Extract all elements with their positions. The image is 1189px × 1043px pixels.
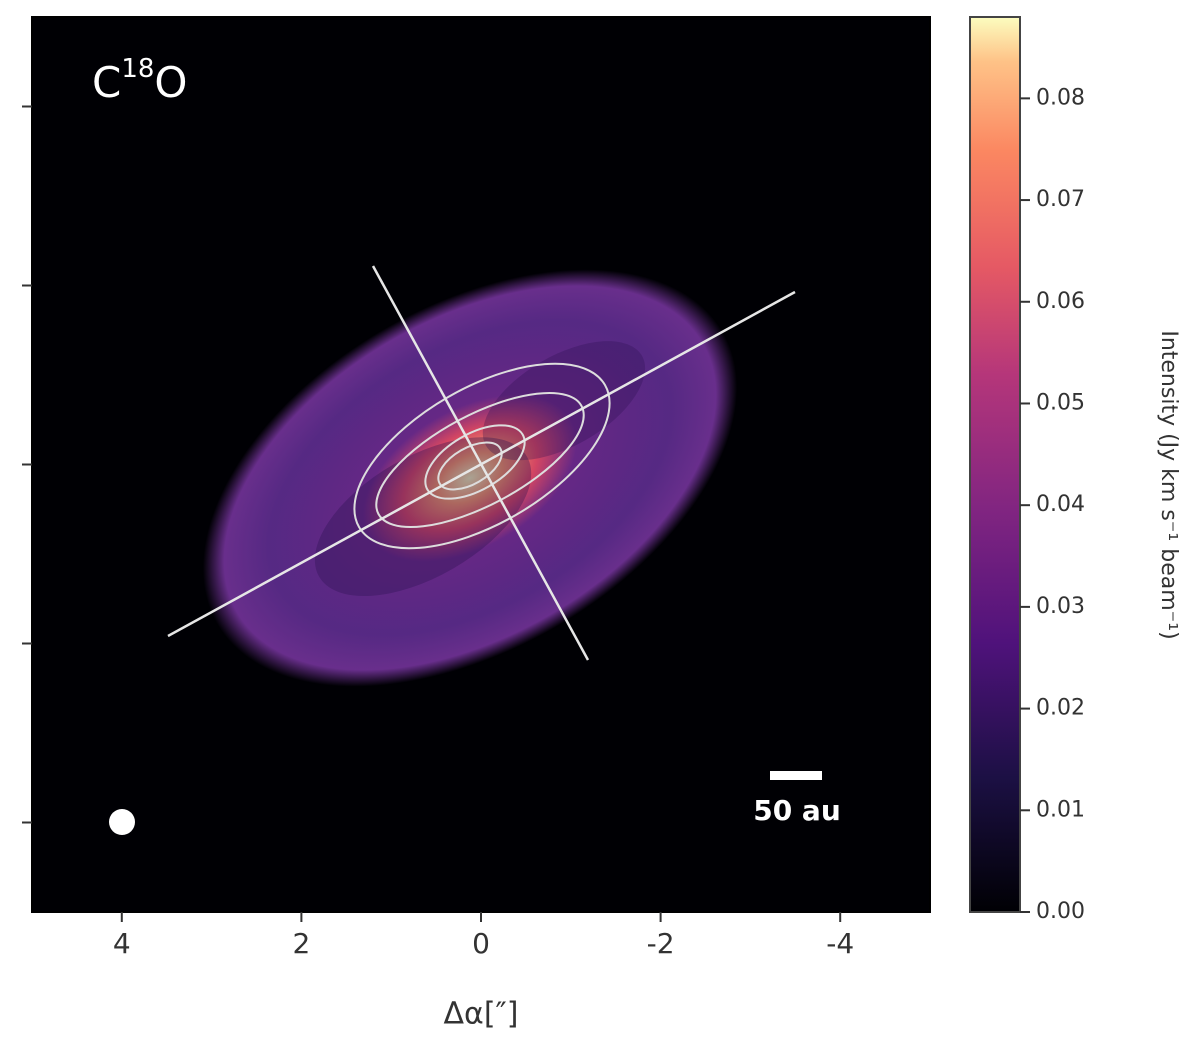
colorbar-tick-label: 0.08: [1036, 85, 1085, 110]
x-tick-label: 4: [113, 927, 131, 960]
x-tick-label: -4: [826, 927, 854, 960]
colorbar-tick-label: 0.02: [1036, 696, 1085, 721]
colorbar-tick-label: 0.05: [1036, 390, 1085, 415]
cut-lines: [167, 265, 796, 661]
colorbar: [969, 16, 1021, 913]
beam: [109, 809, 135, 835]
scale-bar: [770, 771, 822, 780]
colorbar-tick-label: 0.07: [1036, 187, 1085, 212]
colorbar-tick-label: 0.06: [1036, 289, 1085, 314]
x-axis-label: Δα[″]: [444, 997, 519, 1032]
x-tick-label: -2: [647, 927, 675, 960]
colorbar-tick-label: 0.04: [1036, 492, 1085, 517]
colorbar-tick-label: 0.03: [1036, 594, 1085, 619]
scale-bar-label: 50 au: [753, 794, 841, 827]
disk-emission: [202, 269, 738, 687]
colorbar-label: Intensity (Jy km s⁻¹ beam⁻¹): [1156, 330, 1181, 639]
colorbar-tick-label: 0.00: [1036, 899, 1085, 924]
x-tick-label: 2: [292, 927, 310, 960]
x-tick-label: 0: [472, 927, 490, 960]
colorbar-tick-label: 0.01: [1036, 797, 1085, 822]
panel-title: C18O: [92, 54, 187, 107]
